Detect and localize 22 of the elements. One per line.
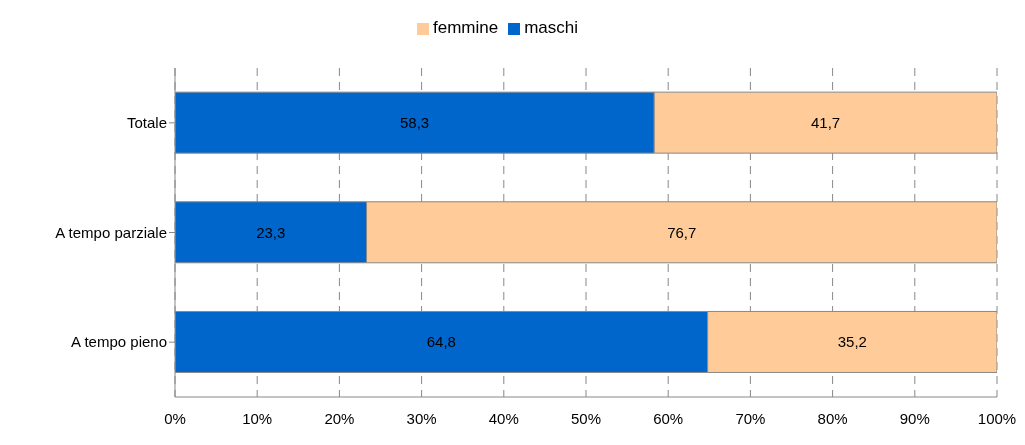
data-label: 23,3 [256, 223, 286, 241]
x-tick-label: 0% [164, 409, 186, 427]
x-tick-label: 50% [570, 409, 602, 427]
data-label: 35,2 [837, 333, 867, 351]
y-tick-label: Totale [126, 114, 167, 132]
x-tick-label: 10% [242, 409, 273, 427]
data-label: 76,7 [667, 223, 697, 241]
y-tick-label: A tempo parziale [55, 223, 167, 241]
x-tick-label: 70% [735, 409, 766, 427]
x-tick-label: 100% [977, 409, 1017, 427]
legend-label: femmine [432, 18, 499, 37]
data-label: 41,7 [811, 114, 841, 132]
x-tick-label: 90% [899, 409, 930, 427]
x-tick-label: 30% [406, 409, 437, 427]
legend-label: maschi [524, 18, 579, 37]
y-tick-label: A tempo pieno [71, 333, 167, 351]
x-tick-label: 60% [653, 409, 684, 427]
x-tick-label: 40% [488, 409, 519, 427]
x-tick-label: 80% [817, 409, 848, 427]
x-tick-label: 20% [324, 409, 355, 427]
data-label: 58,3 [400, 114, 430, 132]
data-label: 64,8 [426, 333, 456, 351]
